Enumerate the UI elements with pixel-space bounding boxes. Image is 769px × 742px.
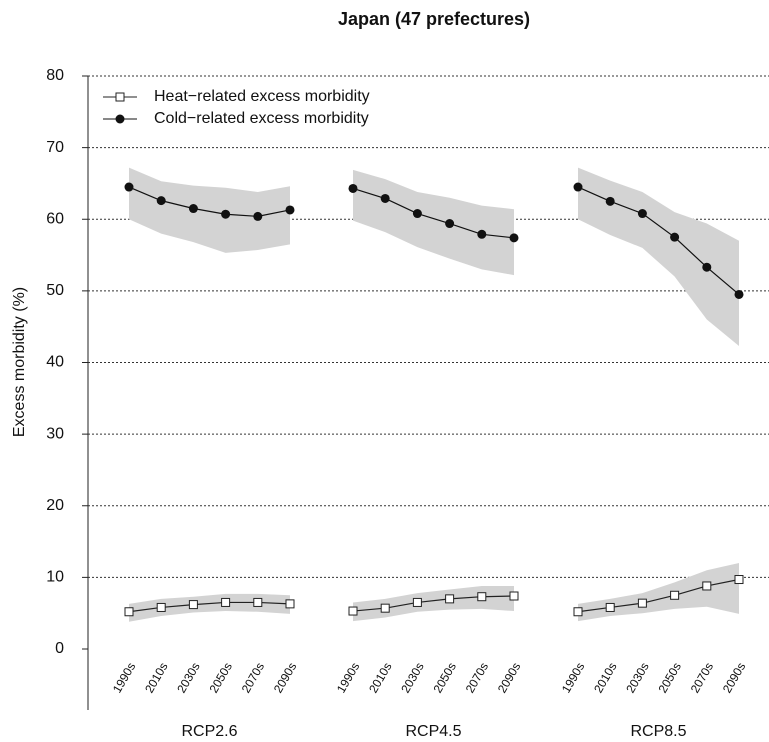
point xyxy=(670,232,680,242)
point xyxy=(509,233,519,243)
point xyxy=(348,183,358,193)
confidence-band xyxy=(353,585,514,622)
series-line xyxy=(128,186,291,217)
point xyxy=(253,211,263,221)
point xyxy=(285,205,295,215)
confidence-band xyxy=(353,169,514,276)
x-tick-label: 2010s xyxy=(366,660,394,695)
y-tick-label: 50 xyxy=(46,282,64,299)
confidence-band xyxy=(129,593,290,622)
point xyxy=(221,209,231,219)
point xyxy=(477,592,487,602)
legend-marker xyxy=(115,114,125,124)
point xyxy=(637,209,647,219)
point xyxy=(573,182,583,192)
x-tick-label: 2090s xyxy=(720,660,748,695)
point xyxy=(348,606,358,616)
point xyxy=(734,289,744,299)
point xyxy=(285,599,295,609)
y-axis-label: Excess morbidity (%) xyxy=(11,287,28,437)
y-tick-label: 10 xyxy=(46,569,64,586)
point xyxy=(702,581,712,591)
point xyxy=(188,204,198,214)
x-tick-label: 2070s xyxy=(239,660,267,695)
point xyxy=(445,594,455,604)
x-tick-label: 2050s xyxy=(655,660,683,695)
point xyxy=(380,193,390,203)
point xyxy=(477,229,487,239)
series-line xyxy=(352,595,515,612)
x-tick-label: 2010s xyxy=(142,660,170,695)
point xyxy=(573,607,583,617)
point xyxy=(670,590,680,600)
confidence-band xyxy=(578,167,739,347)
point xyxy=(221,597,231,607)
confidence-band xyxy=(578,563,739,622)
x-tick-label: 2090s xyxy=(271,660,299,695)
y-tick-label: 60 xyxy=(46,210,64,227)
confidence-band xyxy=(129,167,290,253)
series-line xyxy=(352,187,515,239)
point xyxy=(124,607,134,617)
point xyxy=(637,598,647,608)
x-tick-label: 1990s xyxy=(559,660,587,695)
y-tick-label: 30 xyxy=(46,425,64,442)
point xyxy=(412,209,422,219)
point xyxy=(702,262,712,272)
y-tick-label: 40 xyxy=(46,354,64,371)
panel-label: RCP4.5 xyxy=(405,723,461,740)
point xyxy=(734,575,744,585)
x-tick-label: 2010s xyxy=(591,660,619,695)
x-tick-label: 2070s xyxy=(688,660,716,695)
point xyxy=(124,182,134,192)
y-tick-label: 0 xyxy=(55,640,64,657)
series-line xyxy=(128,601,291,613)
y-tick-label: 80 xyxy=(46,67,64,84)
point xyxy=(156,602,166,612)
y-tick-label: 70 xyxy=(46,139,64,156)
point xyxy=(253,597,263,607)
x-tick-label: 2090s xyxy=(495,660,523,695)
x-tick-label: 2030s xyxy=(623,660,651,695)
point xyxy=(412,597,422,607)
x-tick-label: 2070s xyxy=(463,660,491,695)
panel-label: RCP2.6 xyxy=(181,723,237,740)
legend-label: Heat−related excess morbidity xyxy=(154,88,370,105)
series-line xyxy=(577,578,740,613)
point xyxy=(605,602,615,612)
y-tick-label: 20 xyxy=(46,497,64,514)
series-line xyxy=(577,186,740,295)
point xyxy=(605,196,615,206)
x-tick-label: 2030s xyxy=(398,660,426,695)
point xyxy=(380,603,390,613)
legend-marker xyxy=(115,92,125,102)
x-tick-label: 1990s xyxy=(334,660,362,695)
x-tick-label: 2050s xyxy=(206,660,234,695)
point xyxy=(156,196,166,206)
x-tick-label: 2050s xyxy=(430,660,458,695)
panel-label: RCP8.5 xyxy=(630,723,686,740)
legend-label: Cold−related excess morbidity xyxy=(154,110,369,127)
point xyxy=(509,591,519,601)
x-tick-label: 2030s xyxy=(174,660,202,695)
x-tick-label: 1990s xyxy=(110,660,138,695)
chart-title: Japan (47 prefectures) xyxy=(338,9,530,29)
point xyxy=(188,600,198,610)
point xyxy=(445,219,455,229)
